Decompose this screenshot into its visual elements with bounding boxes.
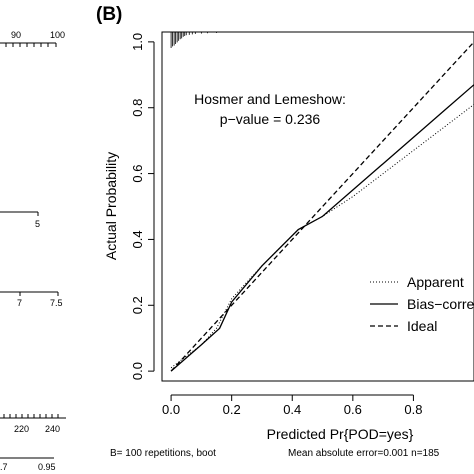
x-axis: 0.0 0.2 0.4 0.6 0.8 — [162, 394, 422, 417]
rug-marks — [170, 32, 217, 48]
fragment-axis-1-ticks — [5, 43, 57, 47]
fragment-axis-1-label-b: 100 — [50, 30, 65, 40]
x-tick-label: 0.2 — [223, 402, 241, 417]
series-layer — [170, 41, 474, 372]
fragment-axis-3-label-a: 7 — [17, 298, 22, 308]
y-axis-title: Actual Probability — [103, 152, 119, 260]
x-tick-label: 0.8 — [404, 402, 422, 417]
x-tick-label: 0.6 — [344, 402, 362, 417]
series-solid — [170, 84, 474, 372]
y-tick-label: 1.0 — [130, 33, 145, 51]
x-tick-label: 0.0 — [162, 402, 180, 417]
legend: Apparent Bias−corrected Ideal — [370, 274, 474, 334]
plot-frame — [161, 31, 474, 382]
fragment-axis-2-label: 5 — [35, 219, 40, 229]
fragment-axis-4-label-a: 220 — [14, 424, 29, 434]
x-axis-title: Predicted Pr{POD=yes} — [267, 426, 414, 442]
fragment-axis-4-ticks — [3, 414, 59, 418]
legend-label-bias-corrected: Bias−corrected — [407, 296, 474, 312]
y-tick-label: 0.8 — [130, 99, 145, 117]
y-tick-label: 0.2 — [130, 296, 145, 314]
annotation-line-1: Hosmer and Lemeshow: — [194, 91, 346, 107]
fragment-axis-1-label-a: 90 — [11, 30, 21, 40]
y-tick-label: 0.0 — [130, 362, 145, 380]
fragment-axis-5-label-b: 0.95 — [38, 462, 56, 472]
series-dashed — [170, 41, 474, 372]
y-tick-label: 0.4 — [130, 230, 145, 248]
fragment-axis-4-label-b: 240 — [45, 424, 60, 434]
footer-right: Mean absolute error=0.001 n=185 — [288, 448, 440, 459]
annotation-line-2: p−value = 0.236 — [220, 111, 321, 127]
left-fragment: 90 100 5 7 7.5 220 240 .7 0.95 — [0, 30, 66, 472]
y-tick-label: 0.6 — [130, 165, 145, 183]
fragment-axis-5-label-a: .7 — [0, 462, 8, 472]
footer-left: B= 100 repetitions, boot — [110, 448, 216, 459]
fragment-axis-3-label-b: 7.5 — [50, 298, 63, 308]
legend-label-apparent: Apparent — [407, 274, 464, 290]
x-tick-label: 0.4 — [283, 402, 301, 417]
y-axis: 0.0 0.2 0.4 0.6 0.8 1.0 — [130, 33, 155, 380]
panel-label: (B) — [96, 4, 122, 25]
legend-label-ideal: Ideal — [407, 318, 437, 334]
